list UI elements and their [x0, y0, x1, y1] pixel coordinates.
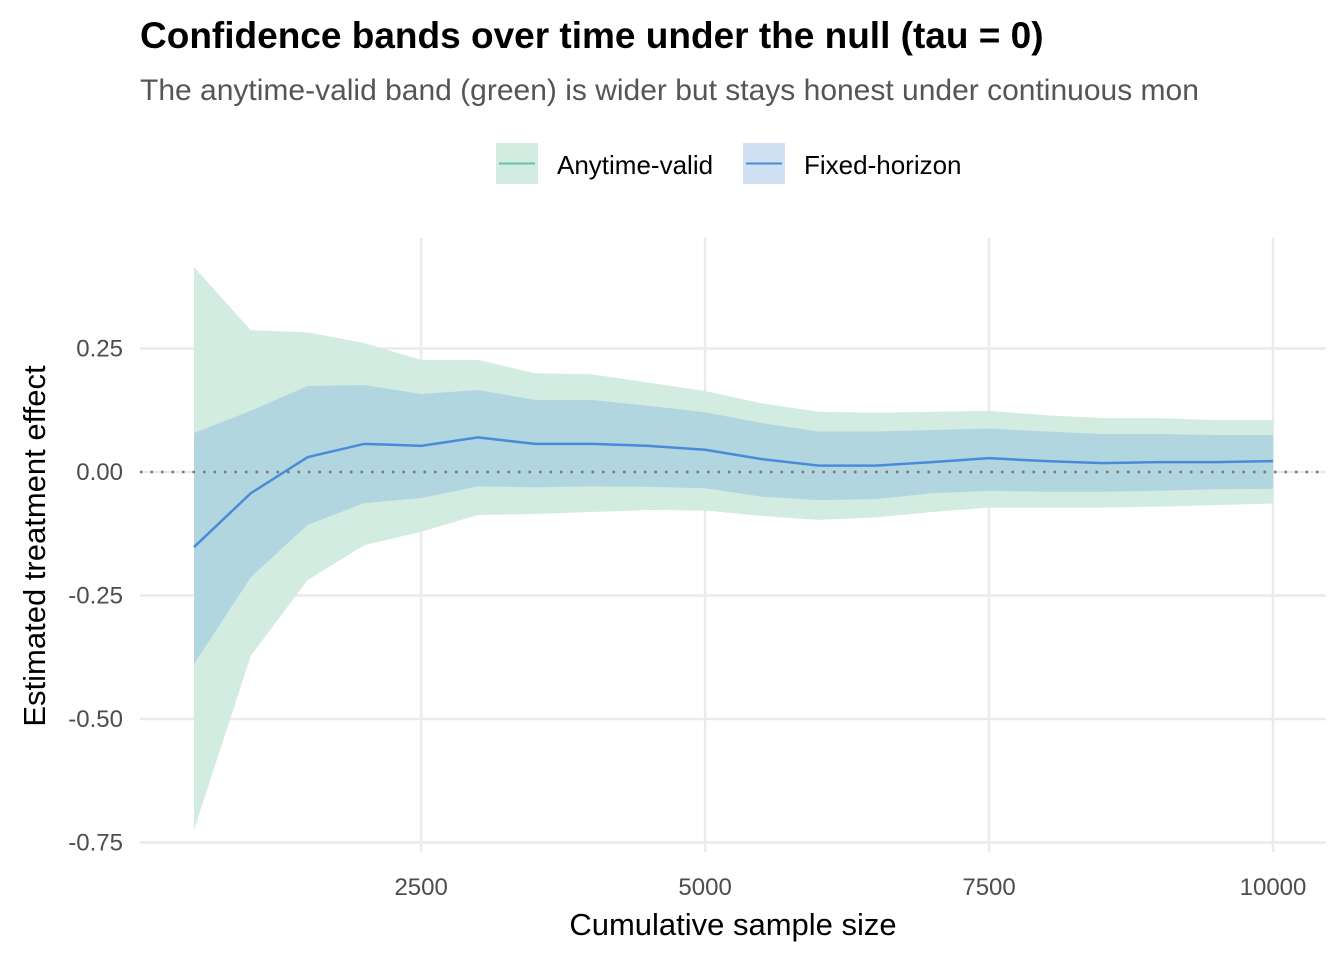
- chart-subtitle: The anytime-valid band (green) is wider …: [140, 74, 1199, 107]
- y-tick-label: 0.00: [76, 459, 123, 486]
- y-tick-label: -0.25: [68, 583, 123, 610]
- ticks: 0.25 0.00 -0.25 -0.50 -0.75 2500 5000 7500 10000: [68, 336, 1306, 902]
- y-tick-label: -0.50: [68, 706, 123, 733]
- y-tick-label: 0.25: [76, 336, 123, 363]
- fixed-horizon-band: [194, 385, 1273, 665]
- estimate-line: [193, 436, 1274, 548]
- anytime-valid-band: [194, 266, 1273, 831]
- x-tick-label: 10000: [1240, 874, 1307, 901]
- chart-title: Confidence bands over time under the nul…: [140, 15, 1044, 56]
- x-axis-label: Cumulative sample size: [569, 907, 896, 942]
- x-tick-label: 5000: [678, 874, 731, 901]
- x-tick-label: 7500: [962, 874, 1015, 901]
- legend-label-anytime: Anytime-valid: [557, 150, 713, 180]
- legend: Anytime-valid Fixed-horizon: [496, 143, 962, 184]
- y-axis-label: Estimated treatment effect: [17, 365, 52, 727]
- x-tick-label: 2500: [394, 874, 447, 901]
- y-tick-label: -0.75: [68, 830, 123, 857]
- bands: [140, 266, 1326, 831]
- legend-label-fixed: Fixed-horizon: [804, 150, 962, 180]
